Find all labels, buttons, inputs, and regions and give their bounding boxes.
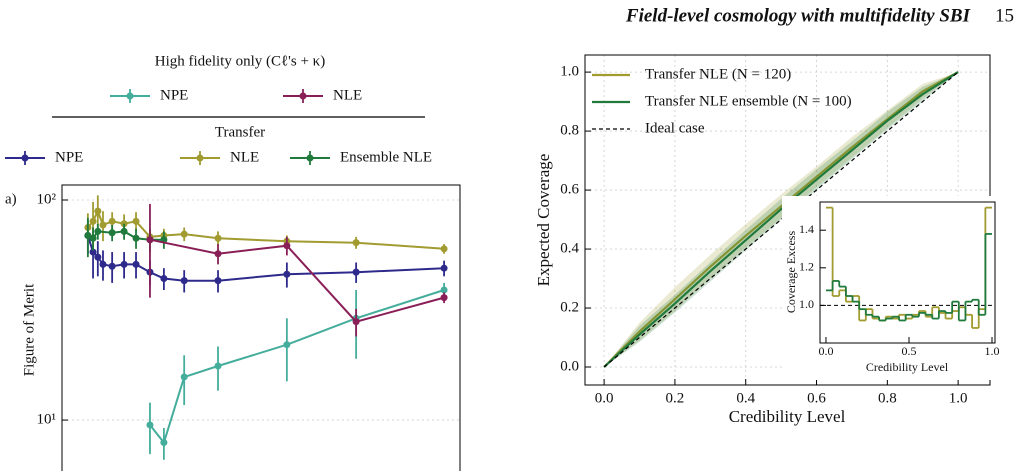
data-point [180,373,188,381]
data-point [132,217,140,225]
data-point [120,227,128,235]
data-point [214,277,222,285]
y-tick-label: 0.8 [560,123,579,139]
data-point [94,207,102,215]
x-tick-label: 0.0 [595,390,614,406]
series-line [603,71,959,368]
data-point [99,221,107,229]
data-point [160,274,168,282]
y-tick-label: 0.4 [560,240,579,256]
data-point [283,270,291,278]
data-point [440,264,448,272]
data-point [214,250,222,258]
data-point [89,217,97,225]
data-point [440,294,448,302]
panel-label: a) [5,191,17,207]
data-point [89,234,97,242]
legend-group-title: Transfer [215,124,265,140]
data-point [180,230,188,238]
legend-swatch-dot [299,92,307,100]
inset-x-label: Credibility Level [866,360,949,374]
data-point [146,236,154,244]
data-point [440,286,448,294]
legend-label: Transfer NLE ensemble (N = 100) [645,93,852,109]
legend-label: Transfer NLE (N = 120) [645,66,791,82]
data-point [89,248,97,256]
y-tick-label: 0.0 [560,358,579,374]
y-axis-label: Expected Coverage [534,154,553,287]
y-tick-label: 1.0 [799,297,814,311]
data-point [108,217,116,225]
series-line [603,71,959,368]
legend-swatch-dot [21,154,29,162]
data-point [132,234,140,242]
legend-label: Ensemble NLE [340,149,432,165]
page-number: 15 [995,5,1014,26]
data-point [108,262,116,270]
legend-label: NPE [55,149,83,165]
x-axis-label: Credibility Level [729,407,846,426]
legend-label: NLE [230,149,259,165]
plot-frame [61,184,461,471]
x-tick-label: 0.4 [736,390,755,406]
data-point [146,421,154,429]
data-point [94,227,102,235]
data-point [99,260,107,268]
data-point [352,268,360,276]
x-tick-label: 1.0 [985,344,1000,358]
data-point [214,362,222,370]
x-tick-label: 1.0 [949,390,968,406]
data-point [214,234,222,242]
data-point [120,260,128,268]
legend-label: NPE [160,87,188,103]
data-point [132,260,140,268]
plot-area [820,202,995,343]
y-tick-label: 1.2 [799,260,814,274]
legend-group-title: High fidelity only (Cℓ's + κ) [155,53,325,69]
running-title: Field-level cosmology with multifidelity… [625,5,971,26]
data-point [160,439,168,447]
data-point [180,277,188,285]
legend-label: NLE [333,87,362,103]
x-tick-label: 0.5 [901,344,916,358]
inset-y-label: Coverage Excess [784,231,798,314]
y-tick-label: 1.4 [799,222,814,236]
x-tick-label: 0.6 [807,390,826,406]
data-point [352,239,360,247]
y-tick-label: 0.6 [560,182,579,198]
y-tick-label: 1.0 [560,64,579,80]
legend-swatch-dot [306,154,314,162]
y-axis-label: Figure of Merit [21,283,37,376]
data-point [440,245,448,253]
data-point [94,253,102,261]
x-tick-label: 0.2 [666,390,685,406]
y-tick-label: 0.2 [560,299,579,315]
legend-label: Ideal case [645,120,705,136]
data-point [283,341,291,349]
data-point [108,229,116,237]
data-point [283,242,291,250]
x-tick-label: 0.8 [878,390,897,406]
legend-swatch-dot [126,92,134,100]
legend-swatch-dot [196,154,204,162]
y-tick-label: 10¹ [37,411,57,427]
plot-area [62,185,460,470]
data-point [352,318,360,326]
x-tick-label: 0.0 [818,344,833,358]
data-point [84,231,92,239]
inset-frame [819,201,996,344]
y-tick-label: 10² [37,191,57,207]
